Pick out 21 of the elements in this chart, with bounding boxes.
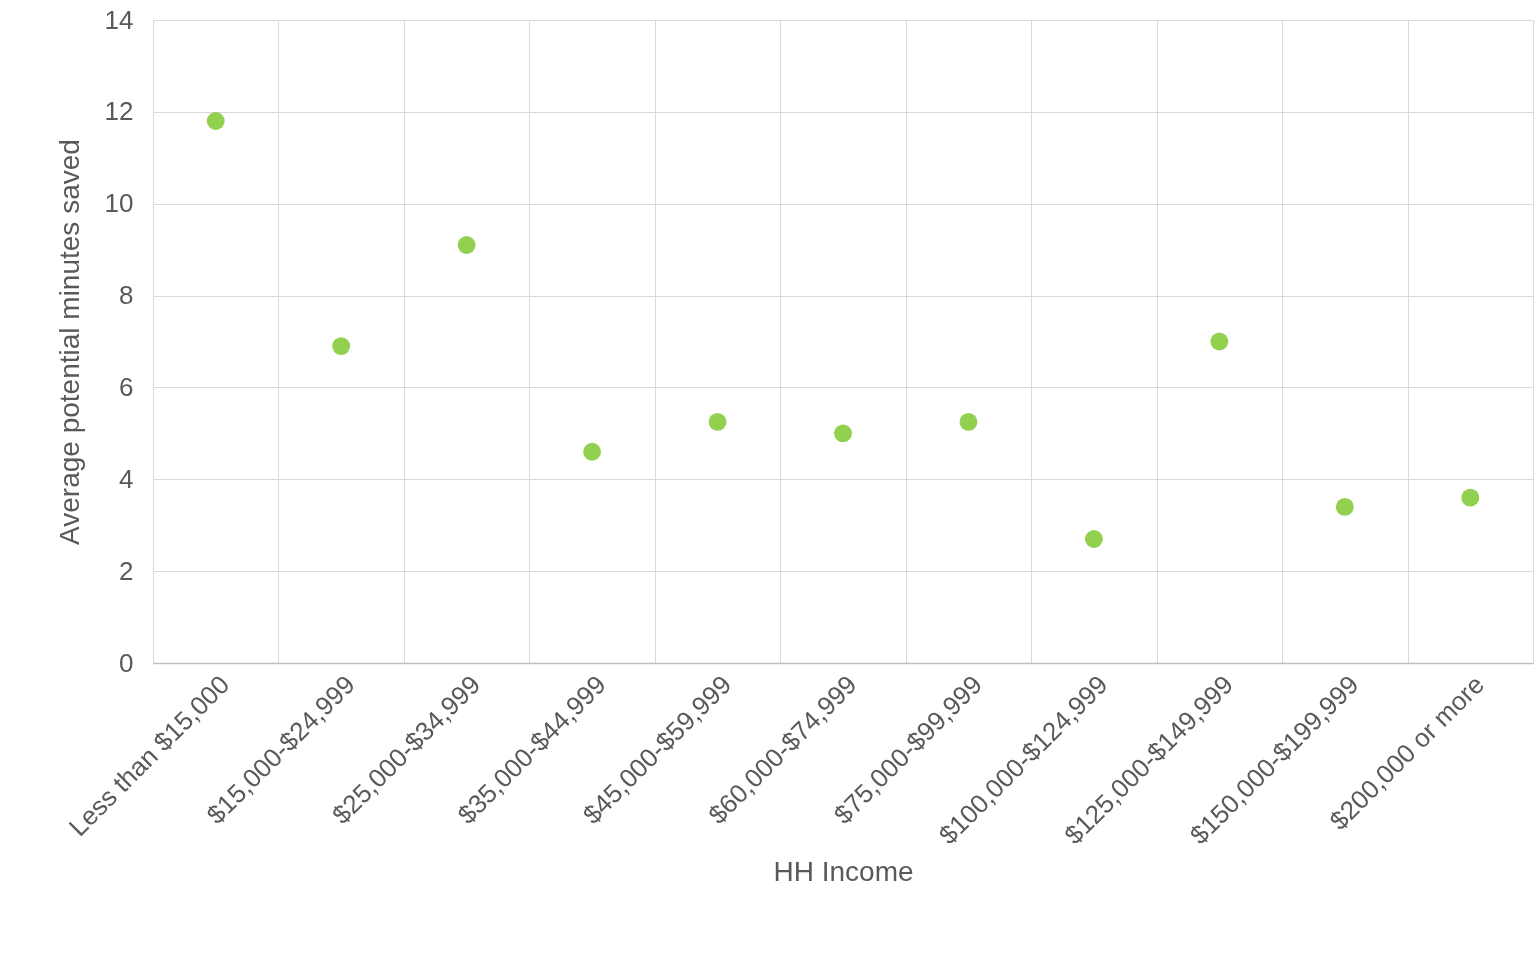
y-tick-label: 10 xyxy=(104,188,134,219)
y-tick-label: 4 xyxy=(119,463,134,494)
y-tick-label: 14 xyxy=(104,4,134,35)
point xyxy=(1461,488,1480,507)
y-axis-title: Average potential minutes saved xyxy=(53,139,85,545)
point xyxy=(457,236,476,254)
point xyxy=(708,412,727,431)
y-tick-label: 6 xyxy=(119,371,134,402)
x-axis-title: HH Income xyxy=(773,856,914,888)
y-tick-label: 0 xyxy=(119,647,134,678)
y-tick-label: 2 xyxy=(119,555,134,586)
point xyxy=(834,424,852,443)
y-tick-label: 8 xyxy=(119,280,134,311)
point xyxy=(206,112,225,130)
point xyxy=(1335,497,1354,516)
point xyxy=(1084,530,1103,548)
point xyxy=(959,412,978,431)
point xyxy=(332,337,351,356)
y-tick-label: 12 xyxy=(104,96,134,127)
point xyxy=(583,442,602,461)
point xyxy=(1210,332,1229,351)
